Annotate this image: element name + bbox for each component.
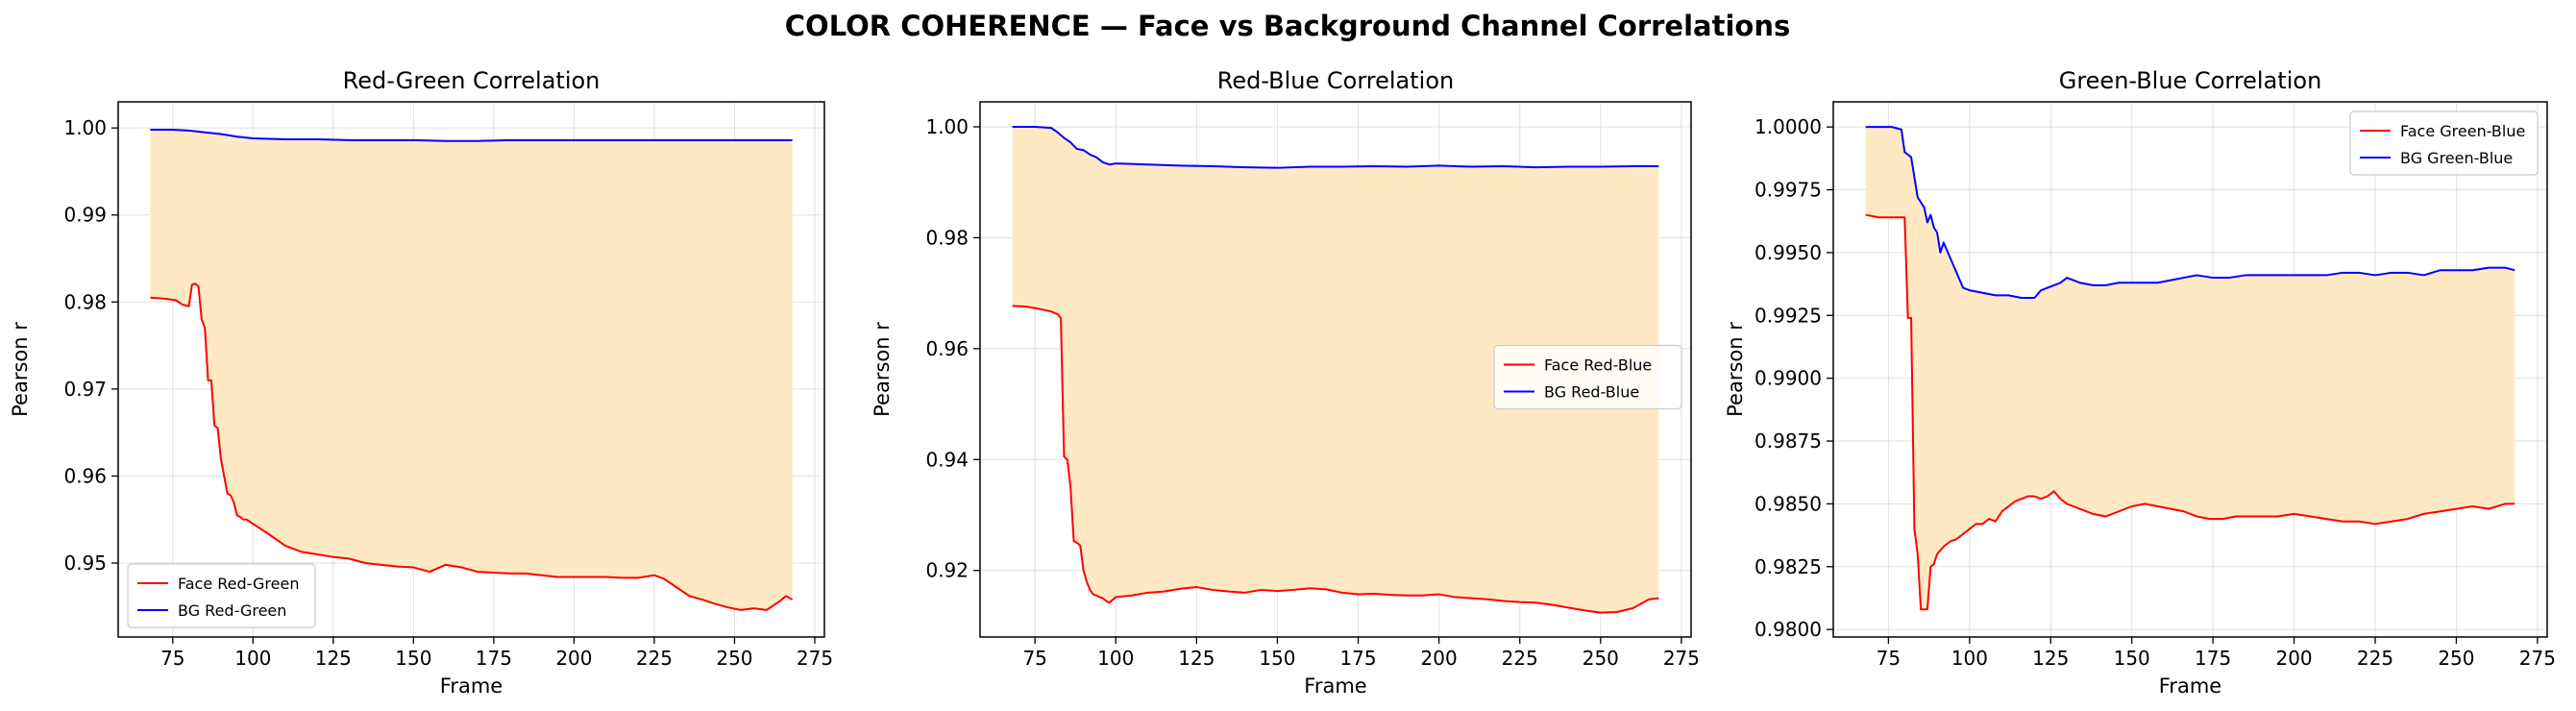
y-tick-label: 0.9825 [1754, 555, 1822, 578]
y-tick-label: 0.96 [925, 337, 969, 360]
x-tick-label: 75 [1877, 647, 1901, 670]
series-line-bg [150, 128, 793, 142]
x-tick-label: 175 [1339, 647, 1376, 670]
series-line-face [1865, 213, 2515, 611]
y-tick-label: 0.9800 [1754, 618, 1822, 641]
x-tick-label: 200 [555, 647, 592, 670]
x-tick-label: 150 [1259, 647, 1295, 670]
y-tick-label: 0.99 [63, 204, 107, 227]
y-axis-label: Pearson r [1724, 322, 1747, 417]
y-tick-label: 0.9900 [1754, 367, 1822, 390]
chart-panel-3: 75 100 125 150 175 200 225 250 275 0.9800 0.9825 0.… [1724, 67, 2556, 698]
x-tick-label: 275 [2519, 647, 2556, 670]
chart-title: Red-Blue Correlation [1217, 67, 1454, 94]
x-tick-label: 100 [1951, 647, 1988, 670]
x-tick-label: 225 [636, 647, 673, 670]
legend-box [2349, 110, 2539, 176]
legend-entry-label: BG Green-Blue [2400, 149, 2513, 167]
y-tick-label: 0.96 [63, 464, 107, 487]
y-tick-label: 0.9975 [1754, 179, 1822, 202]
legend-entry-label: BG Red-Green [178, 601, 286, 620]
legend-entry-label: Face Red-Green [178, 575, 299, 593]
legend-entry-label: Face Green-Blue [2400, 122, 2525, 140]
y-tick-label: 1.00 [63, 116, 107, 139]
legend: Face Red-Green BG Red-Green [127, 563, 316, 628]
x-tick-label: 100 [1097, 647, 1134, 670]
y-axis-label: Pearson r [871, 322, 894, 417]
legend-entry-label: BG Red-Blue [1544, 383, 1639, 402]
x-axis-label: Frame [1304, 674, 1366, 698]
legend: Face Green-Blue BG Green-Blue [2349, 110, 2539, 176]
y-tick-label: 0.92 [925, 559, 969, 582]
y-tick-label: 1.0000 [1754, 115, 1822, 138]
figure-suptitle: COLOR COHERENCE — Face vs Background Cha… [785, 10, 1790, 42]
x-tick-label: 175 [476, 647, 512, 670]
x-tick-label: 75 [160, 647, 184, 670]
series-line-bg [1012, 125, 1659, 169]
x-tick-label: 200 [1421, 647, 1458, 670]
x-tick-label: 75 [1022, 647, 1046, 670]
y-tick-label: 0.97 [63, 378, 107, 401]
x-tick-label: 175 [2195, 647, 2231, 670]
legend: Face Red-Blue BG Red-Blue [1493, 344, 1682, 410]
plot-frame [1832, 101, 2548, 638]
legend-box [127, 563, 316, 628]
y-tick-label: 0.95 [63, 552, 107, 575]
x-tick-label: 250 [2438, 647, 2474, 670]
x-axis-label: Frame [440, 674, 503, 698]
x-tick-label: 225 [2357, 647, 2393, 670]
y-tick-label: 0.9850 [1754, 492, 1822, 515]
y-tick-label: 0.9950 [1754, 241, 1822, 264]
x-tick-label: 275 [1663, 647, 1700, 670]
legend-box [1493, 344, 1682, 410]
x-tick-label: 125 [1178, 647, 1214, 670]
y-axis-label: Pearson r [9, 322, 32, 417]
plots: 75 100 125 150 175 200 225 250 275 0.95 0.96 0.97 0.… [9, 67, 2556, 698]
chart-title: Red-Green Correlation [343, 67, 601, 94]
chart-title: Green-Blue Correlation [2059, 67, 2322, 94]
x-tick-label: 275 [797, 647, 833, 670]
x-tick-label: 225 [1502, 647, 1538, 670]
x-tick-label: 250 [716, 647, 752, 670]
x-tick-label: 250 [1582, 647, 1619, 670]
y-tick-label: 0.98 [925, 226, 969, 249]
x-tick-label: 125 [2032, 647, 2069, 670]
y-tick-label: 0.9875 [1754, 429, 1822, 453]
plot-frame [979, 101, 1692, 638]
fill-between-area [150, 129, 793, 610]
plot-frame [117, 101, 825, 638]
x-axis-label: Frame [2159, 674, 2221, 698]
x-tick-label: 100 [234, 647, 271, 670]
series-line-face [150, 282, 794, 611]
series-line-bg [1865, 126, 2515, 299]
x-tick-label: 200 [2275, 647, 2312, 670]
chart-panel-1: 75 100 125 150 175 200 225 250 275 0.95 0.96 0.97 0.… [9, 67, 833, 698]
chart-panel-2: 75 100 125 150 175 200 225 250 275 0.92 0.94 0.96 0.… [871, 67, 1700, 698]
fill-between-area [1012, 126, 1659, 613]
series-line-face [1012, 305, 1659, 614]
fill-between-area [1865, 127, 2515, 610]
legend-entry-label: Face Red-Blue [1544, 356, 1652, 375]
y-tick-label: 0.94 [925, 448, 969, 471]
y-tick-label: 0.9925 [1754, 304, 1822, 327]
x-tick-label: 150 [2114, 647, 2150, 670]
y-tick-label: 0.98 [63, 290, 107, 313]
x-tick-label: 125 [315, 647, 352, 670]
y-tick-label: 1.00 [925, 115, 969, 138]
x-tick-label: 150 [395, 647, 431, 670]
